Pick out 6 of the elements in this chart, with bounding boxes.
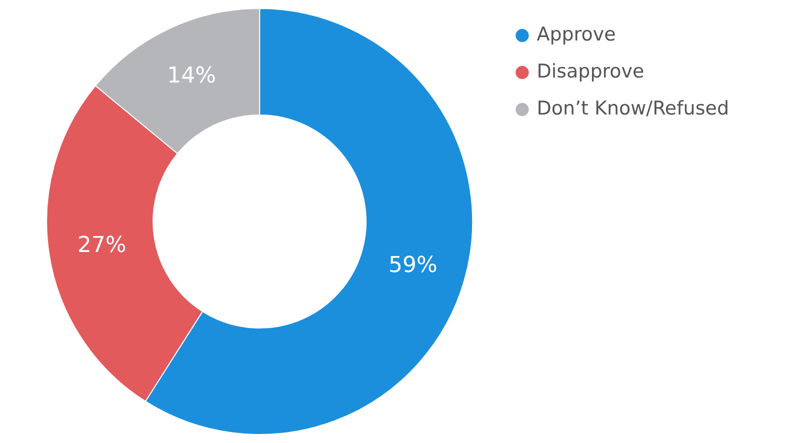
legend-label: Don’t Know/Refused <box>536 97 729 120</box>
data-label: 59% <box>388 252 438 278</box>
data-label: 14% <box>167 64 216 89</box>
legend-label: Disapprove <box>536 60 644 82</box>
data-label: 27% <box>77 233 126 258</box>
legend-label: Approve <box>536 23 616 46</box>
